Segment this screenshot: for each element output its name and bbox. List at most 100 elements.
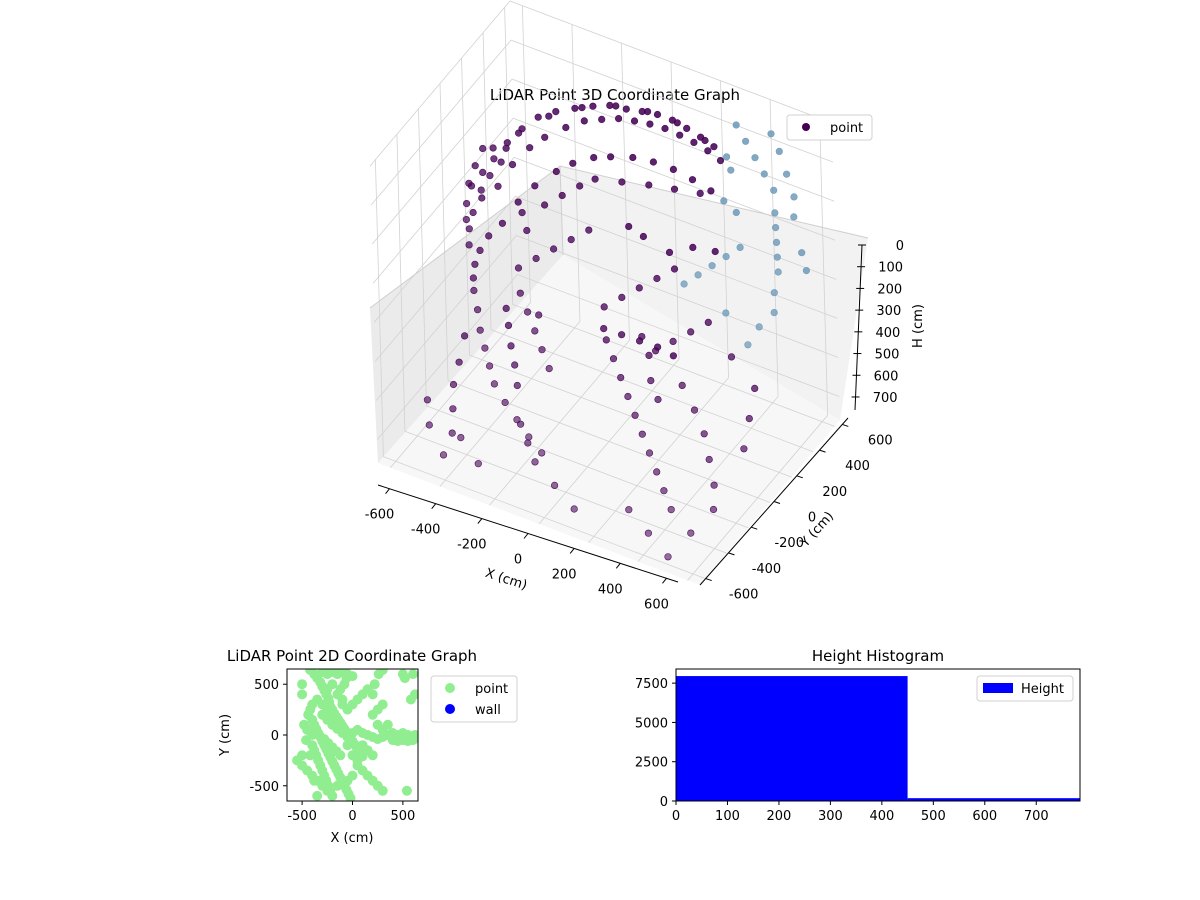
histogram-bars [676, 676, 1080, 801]
y-tick-label: -600 [729, 588, 759, 603]
point-3d [649, 158, 658, 166]
point-3d [489, 144, 497, 152]
point-2d [382, 719, 393, 730]
point-2d [309, 775, 320, 786]
point-3d [531, 458, 539, 466]
point-3d [707, 187, 715, 195]
point-3d [545, 365, 553, 373]
histogram-legend: Height [976, 675, 1074, 702]
point-3d [751, 154, 759, 162]
point-2d [369, 679, 380, 690]
point-3d [469, 208, 477, 217]
point-3d [669, 352, 678, 360]
chart-2d-ylabel: Y (cm) [218, 714, 233, 757]
z-tick-label: 400 [875, 326, 900, 341]
point-3d [661, 124, 669, 133]
chart-3d-ticks: -600 -400 -200 0 200 400 600 -600 -400 -200 0 200 40… [365, 239, 904, 612]
point-3d [710, 481, 718, 489]
z-tick-label: 300 [876, 304, 901, 319]
pane-floor [378, 255, 840, 585]
point-3d [614, 114, 623, 123]
x-tick-label: 700 [1024, 809, 1049, 824]
grid-line-y [469, 354, 792, 478]
y-tick-label: -400 [752, 562, 782, 577]
y-tick-label: 0 [808, 511, 816, 526]
x-tick-label: 0 [672, 809, 680, 824]
z-tick-label: 100 [878, 261, 903, 276]
point-2d [322, 684, 333, 695]
point-3d [653, 110, 662, 119]
point-2d [345, 793, 356, 801]
point-3d [700, 430, 708, 438]
point-3d [486, 362, 494, 370]
x-tick-label: -500 [287, 809, 317, 824]
point-3d [690, 406, 699, 414]
grid-line-z [373, 156, 837, 323]
point-3d [669, 165, 678, 173]
point-2d [352, 755, 363, 766]
point-3d [476, 326, 484, 334]
point-3d [624, 392, 632, 401]
x-tick-label: 600 [972, 809, 997, 824]
point-3d [689, 243, 697, 251]
point-2d [401, 785, 412, 796]
x-tick-label: 300 [818, 809, 843, 824]
point-2d [408, 669, 418, 680]
point-3d [600, 325, 608, 333]
point-2d [301, 735, 312, 746]
point-3d [449, 405, 457, 413]
point-3d [775, 147, 783, 155]
point-3d [667, 506, 675, 514]
point-3d [629, 153, 637, 162]
point-3d [770, 309, 778, 317]
point-3d [511, 361, 519, 369]
point-3d [767, 130, 775, 138]
point-3d [618, 293, 626, 302]
point-3d [705, 455, 713, 464]
x-tick-label: 500 [390, 809, 415, 824]
point-3d [571, 104, 579, 112]
chart-histogram: Height Histogram 0 100 200 300 400 500 600 7000… [635, 647, 1081, 824]
point-3d [425, 421, 433, 429]
point-3d [653, 343, 662, 351]
point-3d [772, 238, 781, 246]
pane-back [560, 166, 868, 420]
grid-line-y [512, 303, 835, 427]
point-3d [645, 181, 653, 189]
point-3d [439, 451, 448, 459]
point-3d [710, 143, 718, 151]
point-3d [485, 232, 493, 240]
point-3d [770, 289, 778, 297]
point-3d [643, 107, 652, 116]
chart-3d-zlabel: H (cm) [911, 304, 926, 348]
point-3d [635, 284, 643, 292]
grid-line-y-left [396, 134, 406, 432]
point-3d [617, 374, 625, 382]
point-3d [618, 178, 626, 186]
legend-frame [976, 675, 1074, 702]
grid-line-x-back [720, 80, 729, 378]
legend-point-marker [802, 123, 810, 131]
point-3d [687, 328, 695, 336]
x-tick [615, 563, 621, 569]
point-3d [463, 200, 471, 208]
grid-line-y-left [439, 83, 449, 381]
x-tick-label: 0 [348, 809, 356, 824]
grid-line-x-back [521, 5, 531, 303]
point-2d [292, 755, 303, 766]
point-3d [540, 201, 549, 209]
point-3d [476, 246, 484, 254]
point-2d [297, 679, 308, 690]
grid-line-x-back [670, 61, 680, 360]
point-3d [644, 529, 653, 537]
legend-point-label: point [475, 682, 508, 697]
point-3d [479, 144, 487, 153]
grid-line-y-left [504, 7, 514, 305]
point-3d [653, 274, 661, 283]
y-tick-label: -200 [774, 536, 804, 551]
point-3d [670, 185, 679, 193]
point-3d [727, 166, 735, 174]
legend-point-marker [445, 683, 455, 693]
x-tick-label: -200 [457, 538, 487, 553]
y-tick-label: 0 [271, 729, 279, 744]
